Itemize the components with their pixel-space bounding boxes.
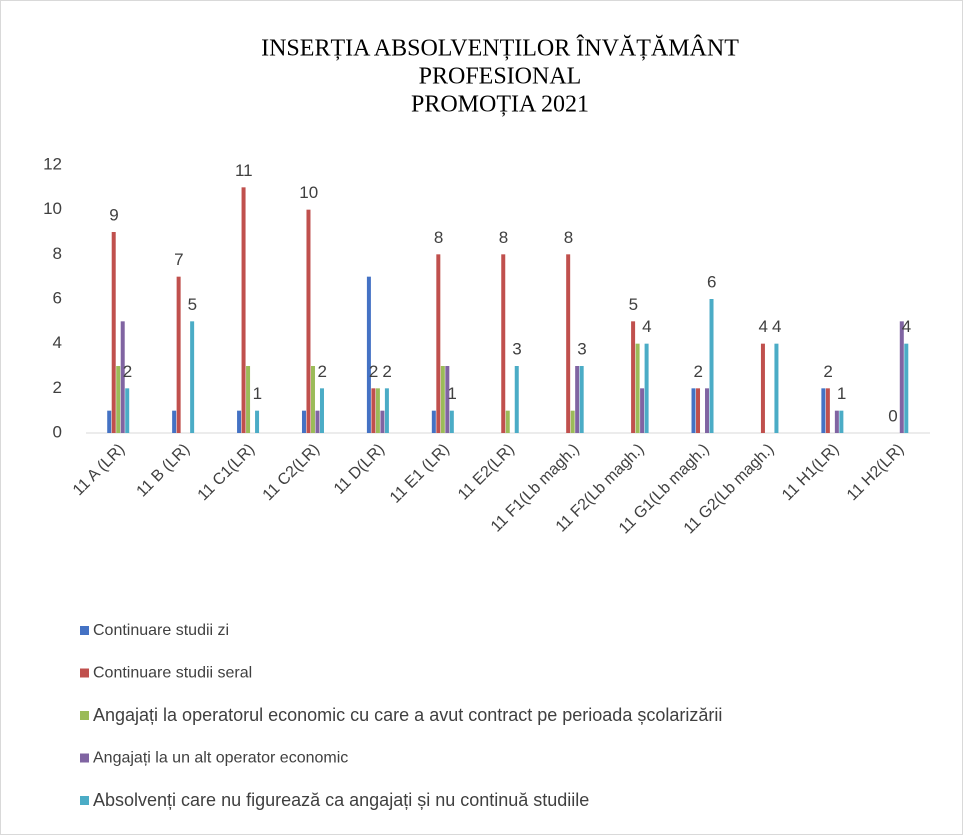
bar <box>237 410 242 433</box>
data-label: 3 <box>512 339 521 358</box>
bar <box>366 276 371 433</box>
bar <box>375 388 380 433</box>
data-label: 4 <box>758 317 767 336</box>
legend-label: Angajați la un alt operator economic <box>93 750 348 767</box>
bar <box>899 321 904 433</box>
bar <box>306 209 311 433</box>
data-label: 3 <box>577 339 586 358</box>
bar <box>505 410 510 433</box>
bar <box>640 388 645 433</box>
data-label: 8 <box>499 228 508 247</box>
chart-title: INSERȚIA ABSOLVENȚILOR ÎNVĂȚĂMÂNT <box>261 36 739 62</box>
bar <box>566 254 571 433</box>
data-label: 10 <box>299 183 318 202</box>
y-tick-label: 4 <box>53 333 62 352</box>
bar <box>514 366 519 433</box>
bar <box>310 366 315 433</box>
bar <box>575 366 580 433</box>
legend-swatch <box>80 668 89 678</box>
bar <box>904 343 909 433</box>
bar <box>631 321 636 433</box>
data-label: 1 <box>253 384 262 403</box>
bar <box>825 388 830 433</box>
legend-swatch <box>80 753 89 763</box>
bar <box>436 254 441 433</box>
data-label: 2 <box>317 362 326 381</box>
bar <box>839 410 844 433</box>
bar <box>691 388 696 433</box>
bar <box>111 232 116 433</box>
data-label: 7 <box>174 250 183 269</box>
data-label: 8 <box>564 228 573 247</box>
bar <box>241 187 246 433</box>
bar <box>774 343 779 433</box>
legend-swatch <box>80 711 89 720</box>
y-tick-label: 2 <box>53 378 62 397</box>
legend-swatch <box>80 626 89 635</box>
bar <box>172 410 177 433</box>
legend-label: Angajați la operatorul economic cu care … <box>93 705 722 725</box>
data-label: 2 <box>694 362 703 381</box>
bar <box>821 388 826 433</box>
legend-label: Continuare studii seral <box>93 665 252 682</box>
data-label: 4 <box>642 317 651 336</box>
chart-title: PROMOȚIA 2021 <box>411 92 589 118</box>
bar <box>579 366 584 433</box>
bar <box>501 254 506 433</box>
bar <box>246 366 251 433</box>
data-label: 2 <box>382 362 391 381</box>
bar <box>255 410 260 433</box>
bar <box>635 343 640 433</box>
bar <box>834 410 839 433</box>
bar <box>445 366 450 433</box>
bar <box>116 366 121 433</box>
data-label: 2 <box>823 362 832 381</box>
bar <box>125 388 130 433</box>
data-label: 11 <box>235 161 253 180</box>
bar <box>570 410 575 433</box>
bar <box>705 388 710 433</box>
bar <box>709 299 714 433</box>
bar <box>107 410 112 433</box>
bar <box>190 321 195 433</box>
data-label: 1 <box>837 384 846 403</box>
bar <box>120 321 125 433</box>
bar <box>371 388 376 433</box>
data-label: 8 <box>434 228 443 247</box>
data-label: 6 <box>707 272 716 291</box>
data-label: 5 <box>629 295 638 314</box>
bar <box>315 410 320 433</box>
legend-label: Absolvenți care nu figurează ca angajați… <box>93 790 589 810</box>
bar <box>440 366 445 433</box>
y-tick-label: 0 <box>53 422 62 441</box>
legend-label: Continuare studii zi <box>93 622 229 639</box>
bar <box>760 343 765 433</box>
data-label: 5 <box>188 295 197 314</box>
data-label: 2 <box>123 362 132 381</box>
chart-title: PROFESIONAL <box>419 64 582 90</box>
y-tick-label: 6 <box>53 288 62 307</box>
bar <box>380 410 385 433</box>
data-label: 2 <box>369 362 378 381</box>
bar <box>696 388 701 433</box>
y-tick-label: 10 <box>43 199 62 218</box>
bar <box>176 276 181 433</box>
bar <box>644 343 649 433</box>
y-tick-label: 12 <box>43 154 62 173</box>
y-tick-label: 8 <box>53 244 62 263</box>
data-label: 4 <box>902 317 911 336</box>
bar <box>431 410 436 433</box>
data-label: 4 <box>772 317 781 336</box>
bar <box>319 388 324 433</box>
bar <box>384 388 389 433</box>
data-label: 0 <box>888 406 897 425</box>
data-label: 9 <box>109 205 118 224</box>
bar <box>301 410 306 433</box>
bar <box>449 410 454 433</box>
legend-swatch <box>80 796 89 805</box>
data-label: 1 <box>447 384 456 403</box>
